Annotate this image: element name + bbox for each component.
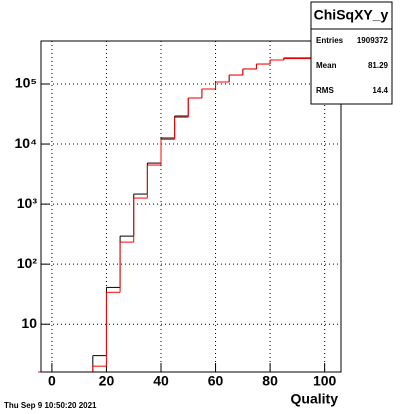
y-tick-label: 10⁴ bbox=[15, 135, 38, 151]
x-tick-label: 100 bbox=[313, 373, 337, 389]
x-tick-label: 0 bbox=[48, 373, 56, 389]
stats-label: RMS bbox=[316, 86, 334, 95]
x-tick-label: 20 bbox=[99, 373, 115, 389]
stats-box: ChiSqXY_y Entries 1909372 Mean 81.29 RMS… bbox=[310, 1, 393, 105]
x-tick-label: 80 bbox=[262, 373, 278, 389]
x-tick-label: 40 bbox=[153, 373, 169, 389]
stats-value: 14.4 bbox=[372, 86, 388, 95]
y-tick-label: 10 bbox=[21, 315, 37, 331]
timestamp: Thu Sep 9 10:50:20 2021 bbox=[4, 401, 97, 410]
stats-value: 81.29 bbox=[368, 61, 389, 70]
stats-value: 1909372 bbox=[357, 36, 389, 45]
y-tick-label: 10³ bbox=[17, 195, 38, 211]
frame bbox=[40, 40, 342, 373]
plot-area: 0 20 40 60 80 100 10 10² 10³ 10⁴ 10⁵ bbox=[15, 41, 341, 389]
stats-title: ChiSqXY_y bbox=[314, 7, 389, 23]
y-tick-label: 10⁵ bbox=[15, 75, 37, 91]
stats-label: Mean bbox=[316, 61, 337, 70]
y-tick-label: 10² bbox=[17, 255, 38, 271]
x-axis-title: Quality bbox=[291, 391, 339, 407]
stats-label: Entries bbox=[316, 36, 344, 45]
stats-frame bbox=[310, 1, 393, 105]
x-tick-label: 60 bbox=[208, 373, 224, 389]
